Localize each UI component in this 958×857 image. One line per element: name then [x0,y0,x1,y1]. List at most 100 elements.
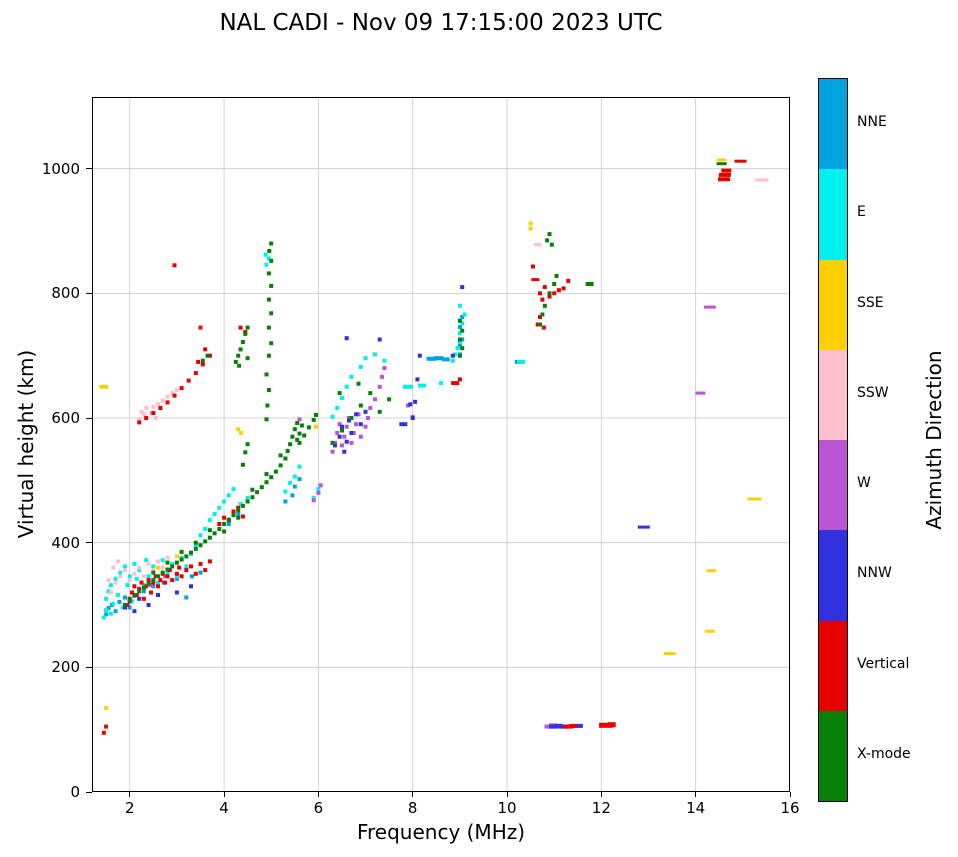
data-point [240,514,245,519]
data-point [460,285,465,290]
scatter-series-SSE [99,158,762,710]
data-point [297,417,302,422]
data-point [106,589,111,594]
data-point [266,353,271,358]
data-point [123,603,127,607]
data-point [217,505,222,510]
data-point [160,558,165,563]
data-point [151,404,156,409]
data-point [417,353,422,358]
colorbar-tick-label: Vertical [857,655,910,672]
data-point [347,416,351,420]
data-point [517,359,526,364]
data-point [330,449,335,454]
data-point [245,495,250,500]
x-tick-mark [600,792,602,797]
data-point [335,431,340,435]
data-point [556,288,561,293]
data-point [141,583,146,588]
data-point [207,535,212,540]
data-point [337,391,342,396]
y-tick-mark [86,791,92,793]
colorbar-segment-X-mode [819,710,847,801]
data-point [226,522,231,526]
data-point [130,599,135,604]
data-point [236,515,241,520]
data-point [198,561,203,566]
data-point [342,434,347,439]
data-point [637,525,650,529]
data-point [457,340,462,344]
data-point [170,578,175,583]
x-axis-label: Frequency (MHz) [356,820,526,844]
data-point [123,595,127,600]
data-point [240,340,245,344]
data-point [137,565,142,570]
data-point [311,495,316,500]
data-point [123,564,127,569]
data-point [238,325,243,330]
data-point [566,278,571,283]
data-point [132,593,137,598]
data-point [200,358,205,363]
data-point [236,508,241,513]
data-point [290,493,295,498]
data-point [203,568,208,573]
data-point [363,424,368,429]
data-point [295,437,300,442]
x-tick-mark [412,792,414,797]
data-point [170,391,175,396]
data-point [716,162,727,166]
data-point [547,291,552,296]
plot-border [92,97,790,792]
data-point [236,427,241,432]
data-point [426,356,437,361]
data-point [236,505,241,510]
data-point [418,383,427,388]
data-point [607,722,616,728]
data-point [264,372,269,377]
data-point [108,583,113,588]
data-point [377,384,382,389]
data-point [226,517,231,522]
data-point [264,417,269,422]
data-point [212,512,217,516]
data-point [115,593,120,597]
data-point [554,723,563,728]
data-point [203,347,208,352]
data-point [226,493,231,498]
data-point [167,568,172,573]
scatter-series-X-mode [123,162,727,607]
data-point [151,564,156,569]
data-point [299,423,304,428]
data-point [198,325,203,330]
data-point [703,305,716,309]
data-point [340,424,344,429]
data-point [335,406,340,410]
data-point [540,312,545,317]
data-point [572,723,583,728]
scatter-series-NNW [123,285,650,729]
data-point [153,574,158,579]
data-point [212,531,217,536]
data-point [585,282,594,286]
data-point [349,374,354,379]
data-point [255,490,260,495]
y-tick-label: 800 [51,284,80,303]
data-point [297,431,302,436]
data-point [172,263,177,268]
data-point [203,539,208,544]
data-point [160,565,165,570]
gridlines [92,97,790,792]
x-tick-mark [506,792,508,797]
data-point [451,381,460,386]
data-point [406,403,410,408]
x-tick-mark [129,792,131,797]
colorbar-segment-Vertical [819,620,847,711]
data-point [151,584,156,589]
data-point [387,397,392,402]
data-point [269,241,274,246]
data-point [149,590,153,595]
data-point [231,487,236,492]
data-point [156,565,160,570]
